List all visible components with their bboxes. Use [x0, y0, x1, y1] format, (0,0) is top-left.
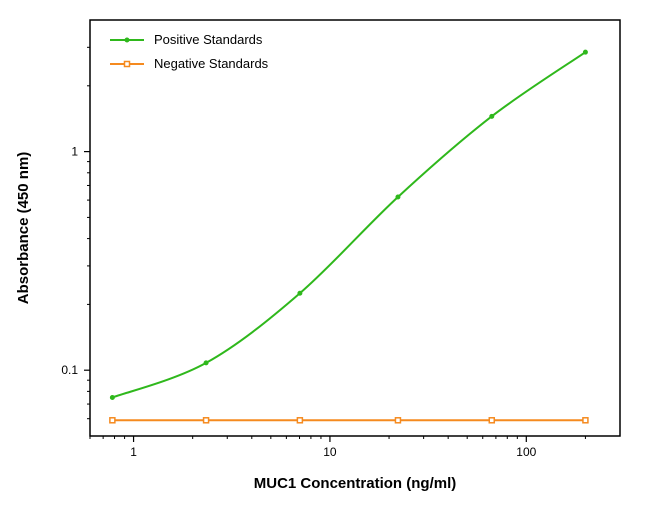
- data-point: [396, 195, 400, 199]
- data-point: [297, 418, 302, 423]
- y-axis-title: Absorbance (450 nm): [15, 152, 32, 305]
- y-tick-label: 0.1: [61, 363, 78, 377]
- data-point: [395, 418, 400, 423]
- legend-marker: [125, 62, 130, 67]
- x-axis-title: MUC1 Concentration (ng/ml): [254, 475, 457, 492]
- legend-label: Positive Standards: [154, 32, 263, 47]
- data-point: [204, 361, 208, 365]
- data-point: [583, 418, 588, 423]
- data-point: [489, 418, 494, 423]
- x-tick-label: 10: [323, 445, 337, 459]
- legend-marker: [125, 38, 129, 42]
- data-point: [110, 396, 114, 400]
- data-point: [298, 291, 302, 295]
- x-tick-label: 100: [516, 445, 536, 459]
- chart-container: 1 10 100 0.1 1 MUC1 Concentration (ng/ml) Abso…: [0, 0, 650, 506]
- x-tick-label: 1: [130, 445, 137, 459]
- data-point: [204, 418, 209, 423]
- data-point: [583, 50, 587, 54]
- y-tick-label: 1: [71, 145, 78, 159]
- absorbance-chart: 1 10 100 0.1 1 MUC1 Concentration (ng/ml) Abso…: [0, 0, 650, 506]
- data-point: [110, 418, 115, 423]
- data-point: [490, 114, 494, 118]
- legend-label: Negative Standards: [154, 56, 269, 71]
